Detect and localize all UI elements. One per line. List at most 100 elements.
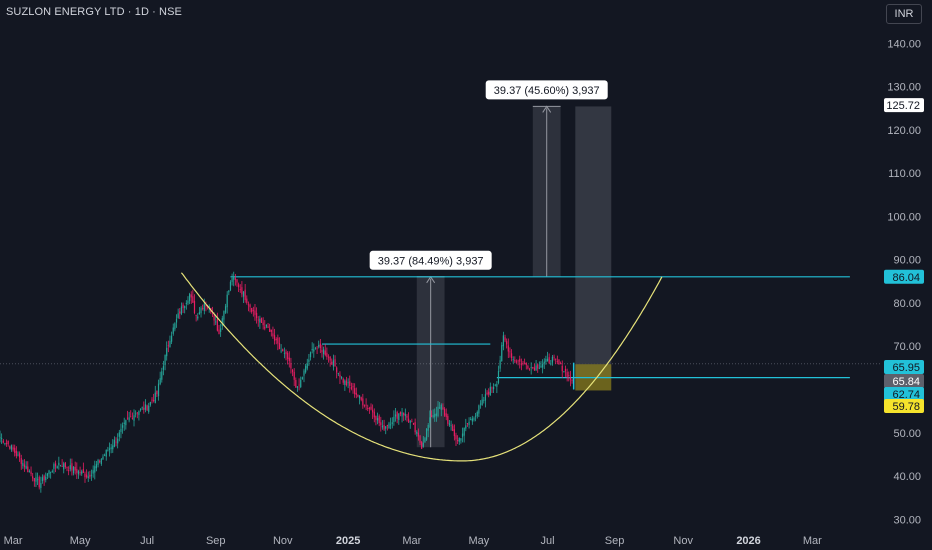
candle-body [45, 476, 47, 481]
candle-body [231, 278, 233, 282]
candle-body [527, 365, 529, 369]
candle-body [455, 435, 457, 440]
measure-label-box [369, 250, 492, 270]
candle-body [319, 343, 321, 349]
candle-body [27, 466, 29, 472]
candle-body [532, 367, 534, 369]
candle-body [59, 464, 62, 466]
candle-body [514, 359, 516, 362]
candle-body [355, 392, 357, 395]
candle-body [308, 359, 310, 362]
candle-body [435, 413, 437, 416]
candle-body [489, 386, 491, 396]
candle-body [282, 349, 284, 352]
candle-body [290, 362, 292, 369]
candle-body [226, 294, 228, 308]
candle-body [187, 300, 189, 304]
candle-body [188, 294, 191, 301]
candle-body [443, 409, 446, 416]
candle-body [125, 420, 127, 426]
candle-body [381, 425, 384, 428]
y-tick-label: 50.00 [893, 428, 921, 440]
candle-body [417, 432, 420, 437]
candle-body [409, 421, 411, 423]
candle-body [440, 404, 442, 410]
candle-body [254, 310, 256, 315]
candle-body [522, 362, 524, 364]
candle-body [9, 446, 11, 449]
candle-body [360, 397, 362, 400]
candle-body [133, 415, 135, 421]
candle-body [144, 404, 147, 410]
candle-body [273, 335, 276, 341]
candle-body [332, 360, 335, 367]
candle-body [139, 408, 142, 411]
candle-body [223, 311, 225, 320]
candle-body [128, 417, 130, 421]
candle-body [295, 380, 297, 388]
candle-body [432, 415, 434, 418]
candle-body [63, 463, 65, 470]
x-tick-label: Nov [673, 535, 693, 547]
candle-body [422, 442, 424, 447]
x-tick-label: May [70, 535, 91, 547]
candle-body [283, 352, 285, 354]
candle-body [465, 425, 467, 429]
x-tick-label: 2025 [336, 535, 360, 547]
candle-body [551, 356, 554, 363]
candle-body [494, 384, 496, 386]
candle-body [448, 423, 451, 425]
candle-body [323, 349, 325, 355]
candle-body [94, 466, 96, 473]
candle-body [272, 333, 274, 337]
candle-body [108, 448, 111, 450]
candle-body [118, 432, 120, 437]
candle-body [74, 466, 76, 471]
candle-body [318, 344, 320, 347]
candle-body [345, 380, 348, 386]
candle-body [138, 411, 140, 415]
candle-body [475, 415, 477, 417]
candle-body [35, 477, 37, 482]
candle-body [525, 362, 527, 366]
candle-body [461, 433, 464, 437]
candle-body [112, 445, 114, 450]
candle-body [412, 423, 415, 425]
candle-body [452, 425, 454, 431]
candle-body [311, 349, 313, 351]
y-tick-label: 70.00 [893, 341, 921, 353]
candle-body [244, 289, 246, 301]
candle-body [324, 350, 326, 356]
candle-body [386, 425, 388, 427]
candle-body [269, 328, 271, 332]
y-tick-label: 140.00 [887, 38, 921, 50]
candle-body [234, 278, 236, 280]
candle-body [198, 312, 200, 315]
candle-body [300, 379, 302, 388]
candle-body [267, 326, 269, 328]
candle-body [167, 345, 169, 347]
candle-body [89, 474, 91, 477]
candle-body [241, 287, 243, 295]
candle-body [337, 372, 339, 374]
candle-body [344, 380, 346, 385]
candle-body [53, 464, 55, 469]
candle-body [556, 361, 558, 362]
currency-button[interactable]: INR [886, 4, 922, 24]
candle-body [135, 413, 137, 415]
candle-body [553, 356, 555, 358]
candle-body [372, 409, 374, 413]
candle-body [537, 364, 539, 369]
candle-body [486, 392, 488, 395]
candle-body [159, 378, 161, 385]
candle-body [331, 361, 333, 365]
candle-body [107, 450, 109, 452]
target-box [575, 106, 612, 378]
candle-body [200, 308, 202, 314]
candle-body [19, 453, 21, 458]
candle-body [195, 314, 197, 316]
candle-body [291, 369, 294, 373]
chart-title: SUZLON ENERGY LTD · 1D · NSE [6, 6, 182, 18]
candle-body [479, 403, 482, 405]
